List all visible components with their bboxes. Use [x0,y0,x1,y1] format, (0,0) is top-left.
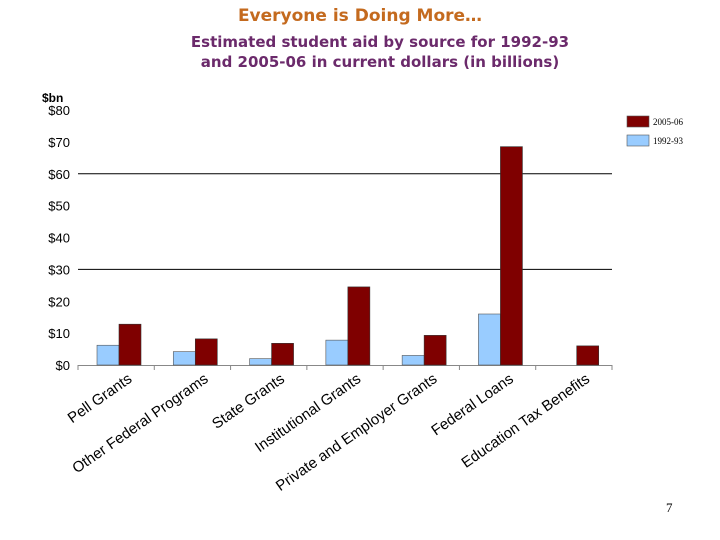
bar-1992-93 [249,358,272,366]
bar-1992-93 [325,339,349,366]
y-tick-label: $20 [48,294,70,309]
page-number: 7 [666,500,673,515]
bar-2005-06 [500,146,523,366]
y-tick-label: $80 [48,103,70,118]
chart-subtitle-line2: and 2005-06 in current dollars (in billi… [200,53,560,71]
y-tick-label: $30 [48,262,70,277]
bar-1992-93 [401,355,425,366]
y-axis-unit-label: $bn [42,91,64,105]
y-tick-label: $10 [48,326,70,341]
bar-2005-06 [347,286,371,366]
x-category-label: Education Tax Benefits [458,370,593,471]
bar-2005-06 [271,343,294,366]
legend-swatch [626,115,650,128]
x-category-label: Pell Grants [65,370,136,426]
y-tick-label: $70 [48,135,70,150]
legend-label: 2005-06 [653,117,683,127]
chart-subtitle-line1: Estimated student aid by source for 1992… [190,33,570,51]
slide-title: Everyone is Doing More… [237,6,483,26]
y-tick-label: $40 [48,231,70,246]
legend-swatch [626,134,650,147]
bar-1992-93 [172,351,196,366]
y-tick-label: $60 [48,167,70,182]
bar-2005-06 [423,335,447,366]
bar-2005-06 [576,345,600,366]
chart-subtitle: Estimated student aid by source for 1992… [120,32,640,72]
y-tick-label: $50 [48,199,70,214]
x-category-label: Other Federal Programs [69,370,211,477]
y-tick-label: $0 [56,358,70,373]
legend-label: 1992-93 [653,136,683,146]
bar-2005-06 [194,338,218,366]
bar-1992-93 [478,313,501,366]
bar-1992-93 [96,344,120,366]
x-category-label: State Grants [209,370,288,432]
bar-2005-06 [118,323,142,366]
